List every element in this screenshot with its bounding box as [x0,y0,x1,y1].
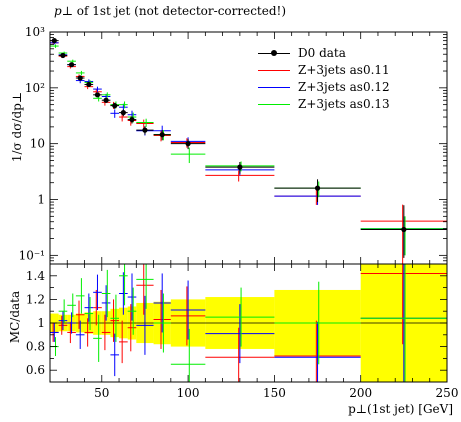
data-point [129,116,135,123]
data-point [112,103,118,109]
legend-swatch-as013 [258,104,290,105]
y-tick-label-main: 10³ [25,25,45,39]
y-tick-label-main: 1 [37,193,45,207]
data-point [159,132,165,138]
data-point [103,97,109,103]
legend-swatch-as012 [258,87,290,88]
y-tick-label-main: 10² [25,81,45,95]
x-axis-label: p⊥(1st jet) [GeV] [348,402,453,416]
data-point [401,226,407,233]
data-point [60,52,66,59]
data-point [314,185,321,191]
y-axis-label-ratio: MC/data [8,290,22,344]
y-tick-label-ratio: 1.4 [26,269,45,283]
y-tick-label-main: 10⁻¹ [19,248,45,262]
y-axis-label-main: 1/σ dσ/dp⊥ [10,91,24,163]
legend-label-d0: D0 data [298,46,346,60]
y-tick-label-ratio: 1.2 [26,292,45,306]
x-tick-label: 250 [436,386,459,400]
data-point [77,75,83,81]
legend-marker-d0 [271,50,277,56]
chart-title-symbol: p [54,4,62,18]
x-tick-label: 100 [177,386,200,400]
legend-label-as011: Z+3jets as0.11 [298,63,390,77]
x-tick-label: 50 [94,386,109,400]
data-point [120,110,126,116]
data-point [94,92,101,98]
legend-swatch-as011 [258,70,290,71]
data-point [68,62,75,68]
data-point [142,127,148,133]
data-point [51,38,57,44]
data-point [86,81,92,88]
y-tick-label-ratio: 0.6 [26,363,45,377]
data-point [185,141,191,147]
data-point [237,164,243,170]
y-tick-label-ratio: 0.8 [26,340,45,354]
chart-title: p⊥ of 1st jet (not detector-corrected!) [54,4,286,18]
x-tick-label: 150 [263,386,286,400]
y-tick-label-ratio: 1 [37,316,45,330]
chart-title-text: ⊥ of 1st jet (not detector-corrected!) [61,4,287,18]
legend-label-as013: Z+3jets as0.13 [298,97,390,111]
y-tick-label-main: 10 [30,137,45,151]
legend-label-as012: Z+3jets as0.12 [298,80,390,94]
x-tick-label: 200 [349,386,372,400]
